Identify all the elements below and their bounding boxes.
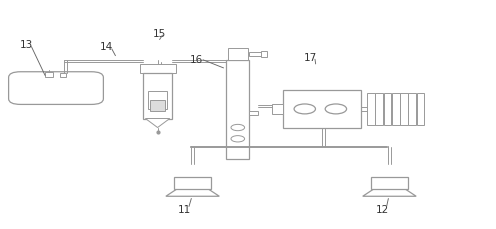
Bar	[143, 74, 172, 119]
Bar	[392, 93, 400, 126]
Bar	[367, 93, 375, 126]
Circle shape	[294, 104, 315, 114]
Bar	[375, 93, 383, 126]
Bar	[228, 48, 248, 61]
Polygon shape	[166, 189, 219, 196]
Bar	[148, 92, 167, 110]
Circle shape	[231, 136, 245, 142]
Text: 12: 12	[375, 204, 388, 214]
Bar	[61, 74, 66, 78]
Text: 17: 17	[304, 52, 317, 62]
Bar	[150, 101, 165, 111]
Bar	[371, 177, 408, 189]
Bar	[408, 93, 416, 126]
FancyBboxPatch shape	[8, 72, 103, 105]
Text: 14: 14	[100, 42, 113, 52]
Bar	[226, 61, 249, 159]
Text: 15: 15	[153, 29, 167, 39]
Bar	[400, 93, 408, 126]
Bar	[45, 73, 53, 78]
Polygon shape	[145, 119, 170, 128]
Polygon shape	[363, 189, 416, 196]
Bar	[249, 112, 258, 116]
Text: 13: 13	[19, 40, 33, 50]
Bar	[417, 93, 425, 126]
Circle shape	[231, 125, 245, 131]
Bar	[249, 53, 264, 57]
Bar	[272, 104, 283, 114]
Circle shape	[325, 104, 347, 114]
Bar	[383, 93, 391, 126]
Text: 16: 16	[189, 55, 203, 65]
Bar	[283, 91, 361, 128]
Text: 11: 11	[178, 204, 191, 214]
Bar	[175, 177, 211, 189]
Bar	[139, 65, 176, 74]
